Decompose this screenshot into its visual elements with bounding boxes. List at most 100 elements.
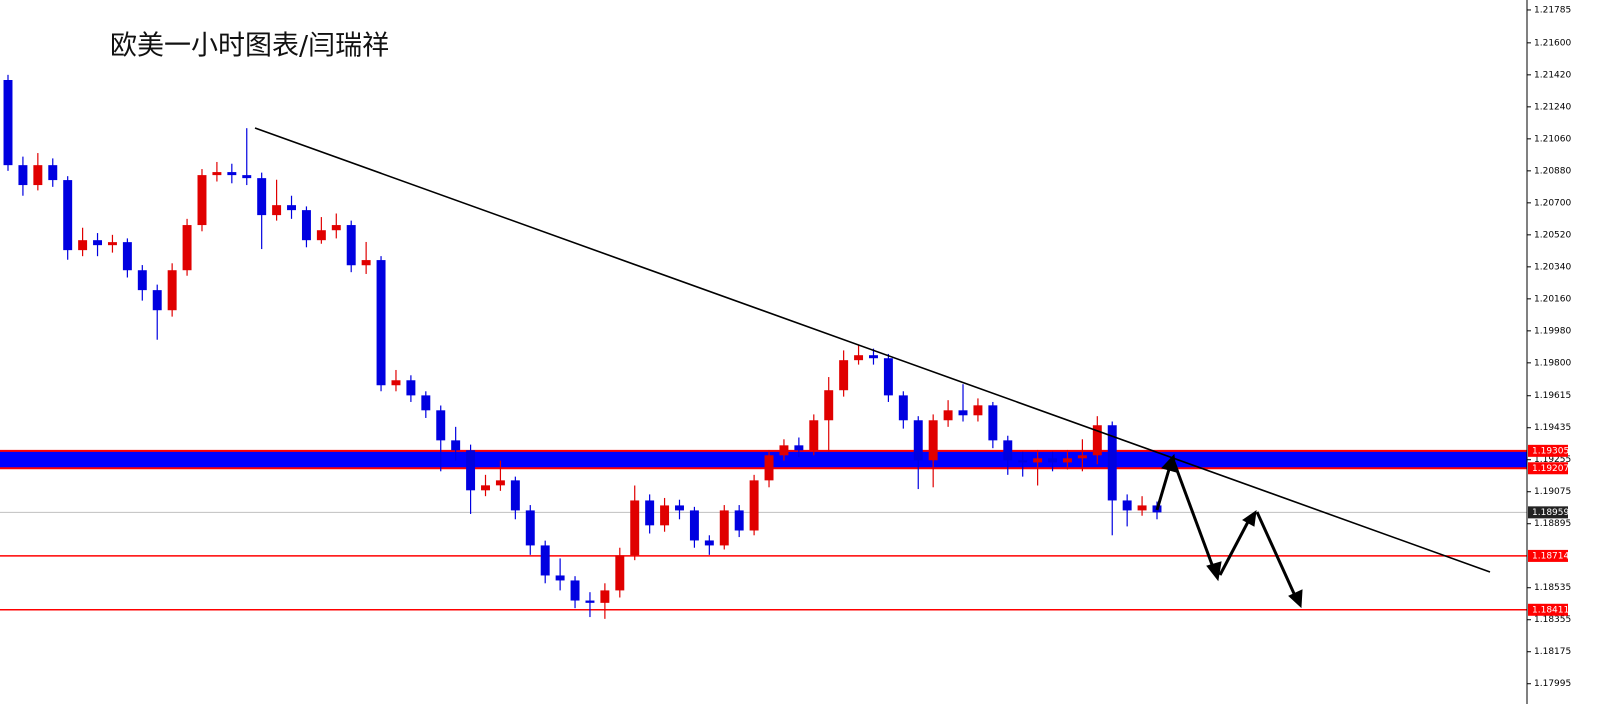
price-tag-label: 1.19207 [1532, 464, 1569, 474]
y-tick-label: 1.19435 [1534, 423, 1571, 433]
y-tick-label: 1.18535 [1534, 583, 1571, 593]
candle-body [675, 505, 684, 511]
candle-body [33, 165, 43, 186]
candle-body [1122, 500, 1132, 511]
candle-body [406, 380, 416, 396]
arrow-head [1206, 561, 1222, 582]
candle-body [257, 178, 267, 216]
candle-body [928, 420, 938, 461]
candle-body [167, 270, 177, 311]
candle-body [913, 420, 923, 461]
candle-body [48, 165, 58, 181]
arrow-down [1255, 511, 1298, 599]
y-tick-label: 1.18175 [1534, 647, 1571, 657]
candle-body [779, 445, 789, 456]
candle-body [794, 445, 804, 451]
candle-body [704, 540, 714, 546]
price-tag-label: 1.19305 [1532, 446, 1569, 456]
candle-body [331, 225, 341, 231]
candle-body [1033, 458, 1043, 463]
candle-body [78, 240, 88, 251]
candle-body [346, 225, 356, 266]
candle-body [540, 545, 550, 576]
candle-body [3, 80, 13, 166]
y-tick-label: 1.18895 [1534, 519, 1571, 529]
candle-body [525, 510, 535, 546]
candle-body [585, 600, 595, 603]
candle-body [1048, 458, 1058, 463]
candle-body [122, 242, 132, 271]
candle-body [1137, 505, 1147, 511]
candle-body [227, 172, 237, 176]
arrow-head [1288, 589, 1303, 609]
price-tag [1528, 603, 1568, 616]
candle-body [107, 242, 117, 246]
candle-body [451, 440, 461, 451]
candle-body [958, 410, 968, 416]
candle-body [600, 590, 610, 603]
candle-body [197, 175, 207, 226]
candle-body [137, 270, 147, 291]
candle-body [1107, 425, 1117, 501]
y-tick-label: 1.20880 [1534, 166, 1571, 176]
y-tick-label: 1.19615 [1534, 391, 1571, 401]
y-tick-label: 1.19075 [1534, 487, 1571, 497]
candle-body [809, 420, 819, 451]
y-tick-label: 1.20700 [1534, 198, 1571, 208]
candle-body [943, 410, 953, 421]
candle-body [1062, 458, 1072, 463]
candle-body [615, 555, 625, 591]
y-tick-label: 1.20520 [1534, 230, 1571, 240]
y-tick-label: 1.21240 [1534, 102, 1571, 112]
candle-body [973, 405, 983, 416]
candle-body [764, 455, 774, 481]
candle-body [883, 358, 893, 396]
y-tick-label: 1.18355 [1534, 615, 1571, 625]
candle-body [734, 510, 744, 531]
candle-body [1092, 425, 1102, 456]
y-tick-label: 1.20160 [1534, 294, 1571, 304]
candle-body [93, 240, 103, 246]
candle-body [421, 395, 431, 411]
y-tick-label: 1.19980 [1534, 326, 1571, 336]
y-tick-label: 1.21060 [1534, 134, 1571, 144]
zone-band [0, 450, 1527, 469]
candle-body [749, 480, 759, 531]
candle-body [689, 510, 699, 541]
candle-body [495, 480, 505, 486]
candle-body [555, 575, 565, 581]
candle-body [719, 510, 729, 546]
y-tick-label: 1.21420 [1534, 70, 1571, 80]
candle-body [839, 360, 849, 391]
price-tag [1528, 462, 1568, 475]
candle-body [466, 450, 476, 491]
candle-body [481, 485, 490, 491]
arrow-up [1155, 465, 1172, 511]
candle-body [242, 175, 252, 179]
y-tick-label: 1.19255 [1534, 455, 1571, 465]
candle-body [645, 500, 655, 526]
price-tag-label: 1.18959 [1532, 508, 1569, 518]
price-tag [1528, 506, 1568, 519]
candle-body [376, 260, 386, 386]
candle-body [316, 230, 326, 241]
candle-body [854, 355, 864, 361]
projection-arrows [1155, 453, 1303, 609]
chart-title: 欧美一小时图表/闫瑞祥 [110, 31, 389, 62]
candle-body [988, 405, 998, 441]
candle-body [63, 180, 73, 251]
price-tag [1528, 549, 1568, 562]
candle-body [1077, 455, 1087, 459]
candle-body [212, 172, 222, 176]
candle-body [1018, 460, 1028, 463]
y-tick-label: 1.19800 [1534, 358, 1571, 368]
price-tag [1528, 444, 1568, 457]
candle-body [869, 355, 878, 359]
trend-line [254, 127, 1491, 573]
candle-body [152, 290, 162, 311]
candle-body [570, 580, 580, 601]
candle-body [272, 205, 282, 216]
arrow-down [1172, 461, 1216, 571]
